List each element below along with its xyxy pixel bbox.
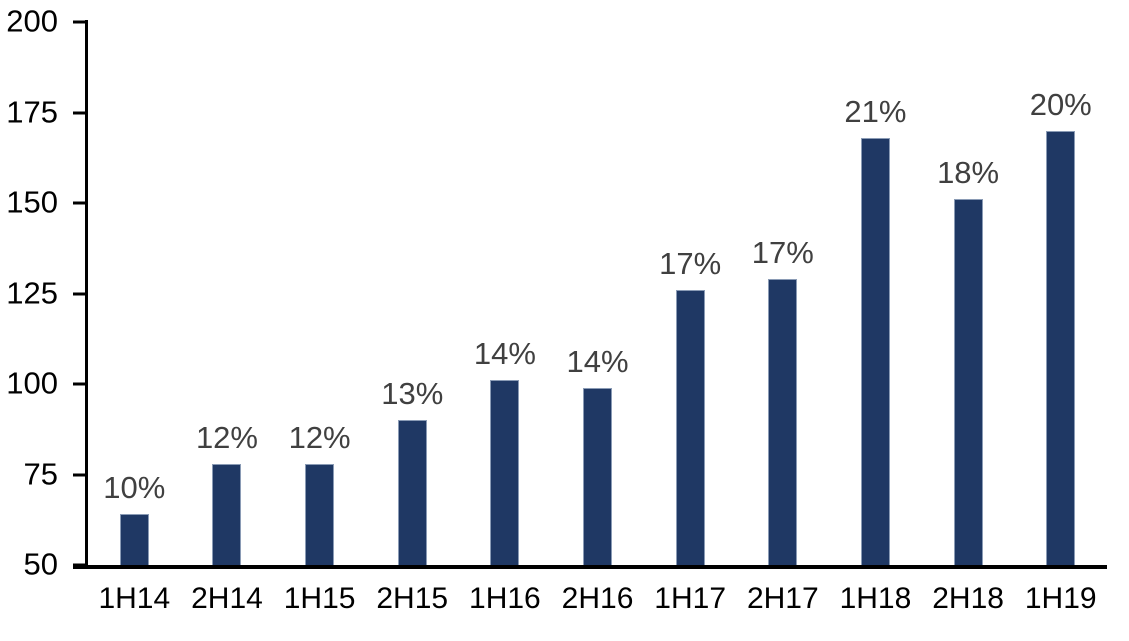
y-axis: 50 75 100 125 150 175 200 — [0, 0, 70, 641]
bar-value-label: 10% — [103, 470, 166, 506]
bar-value-label: 17% — [751, 235, 814, 271]
y-tick-label: 150 — [6, 184, 58, 220]
bar-1H16 — [490, 380, 520, 565]
y-tick-label: 200 — [6, 3, 58, 39]
bar-value-label: 14% — [473, 336, 536, 372]
bar-slot-1H16: 14% — [459, 22, 552, 565]
bar-2H14 — [212, 463, 242, 565]
y-tick-mark — [73, 292, 85, 295]
bar-value-label: 12% — [288, 419, 351, 455]
bar-2H18 — [953, 199, 983, 565]
y-tick-mark — [73, 20, 85, 24]
bar-1H14 — [119, 514, 149, 565]
bar-slot-2H18: 18% — [922, 22, 1015, 565]
bar-slot-1H17: 17% — [644, 22, 737, 565]
x-category-label-2H16: 2H16 — [561, 582, 634, 615]
bar-slot-2H16: 14% — [551, 22, 644, 565]
bar-slot-2H15: 13% — [366, 22, 459, 565]
bar-1H17 — [675, 289, 705, 565]
x-category-label-1H18: 1H18 — [839, 582, 912, 615]
bar-1H18 — [860, 137, 890, 565]
bar-1H15 — [305, 463, 335, 565]
x-category-label-1H14: 1H14 — [98, 582, 171, 615]
bar-value-label: 13% — [381, 376, 444, 412]
bar-value-label: 12% — [195, 419, 258, 455]
bar-value-label: 21% — [844, 93, 907, 129]
y-tick-mark — [73, 382, 85, 386]
y-tick-label: 100 — [6, 365, 58, 401]
y-axis-line — [85, 20, 88, 569]
plot-area: 10% 12% 12% 13% 14% 14% 17% 17% 21% 18% 20% — [88, 22, 1107, 565]
bar-slot-1H18: 21% — [829, 22, 922, 565]
x-category-label-2H17: 2H17 — [746, 582, 819, 615]
y-tick-mark — [73, 563, 85, 567]
bar-value-label: 18% — [937, 155, 1000, 191]
y-tick-label: 75 — [23, 455, 58, 491]
y-tick-label: 50 — [23, 546, 58, 582]
x-axis-line — [73, 565, 1107, 569]
y-tick-label: 125 — [6, 274, 58, 310]
bar-1H19 — [1046, 130, 1076, 565]
x-category-label-2H18: 2H18 — [932, 582, 1004, 615]
x-category-label-1H19: 1H19 — [1024, 582, 1097, 615]
bar-slot-2H14: 12% — [181, 22, 274, 565]
bar-value-label: 14% — [566, 343, 629, 379]
bar-2H15 — [397, 420, 427, 565]
bar-2H16 — [583, 387, 613, 565]
x-axis-labels: 1H14 2H14 1H15 2H15 1H16 2H16 1H17 2H17 1H18 2H18… — [88, 582, 1107, 616]
bar-slot-1H19: 20% — [1014, 22, 1107, 565]
bar-slot-1H14: 10% — [88, 22, 181, 565]
x-category-label-2H15: 2H15 — [376, 582, 449, 615]
bar-slot-1H15: 12% — [273, 22, 366, 565]
y-tick-mark — [73, 111, 85, 114]
bar-value-label: 20% — [1029, 86, 1092, 122]
x-category-label-2H14: 2H14 — [191, 582, 263, 615]
bar-slot-2H17: 17% — [736, 22, 829, 565]
bar-value-label: 17% — [659, 245, 722, 281]
y-tick-mark — [73, 473, 85, 476]
bar-2H17 — [768, 279, 798, 565]
y-tick-label: 175 — [6, 93, 58, 129]
x-category-label-1H15: 1H15 — [283, 582, 356, 615]
x-category-label-1H17: 1H17 — [654, 582, 727, 615]
y-tick-mark — [73, 201, 85, 205]
x-category-label-1H16: 1H16 — [469, 582, 541, 615]
